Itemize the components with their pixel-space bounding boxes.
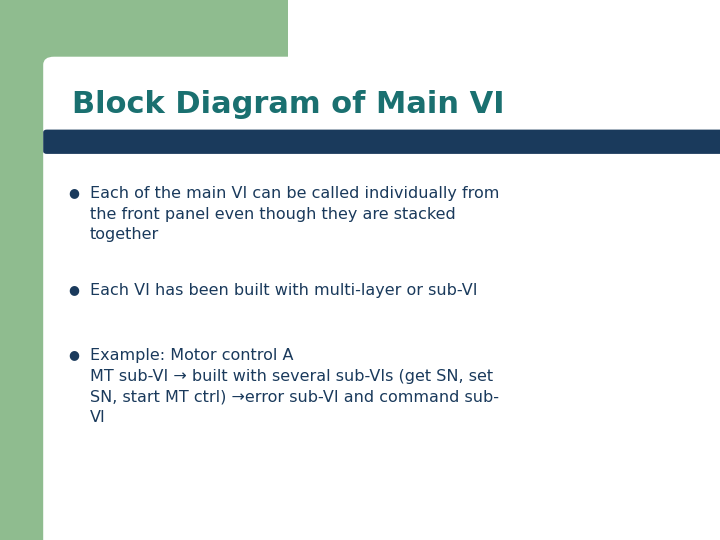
Bar [0,0,54,540]
Text: Each of the main VI can be called individually from
the front panel even though : Each of the main VI can be called indivi… [90,186,500,242]
FancyBboxPatch shape [43,57,720,540]
FancyBboxPatch shape [43,130,720,154]
Text: ●: ● [68,186,79,199]
Text: ●: ● [68,348,79,361]
Text: Example: Motor control A
MT sub-VI → built with several sub-VIs (get SN, set
SN,: Example: Motor control A MT sub-VI → bui… [90,348,499,424]
FancyBboxPatch shape [0,0,288,130]
Text: Each VI has been built with multi-layer or sub-VI: Each VI has been built with multi-layer … [90,284,477,299]
Text: ●: ● [68,284,79,296]
Text: Block Diagram of Main VI: Block Diagram of Main VI [72,90,505,119]
